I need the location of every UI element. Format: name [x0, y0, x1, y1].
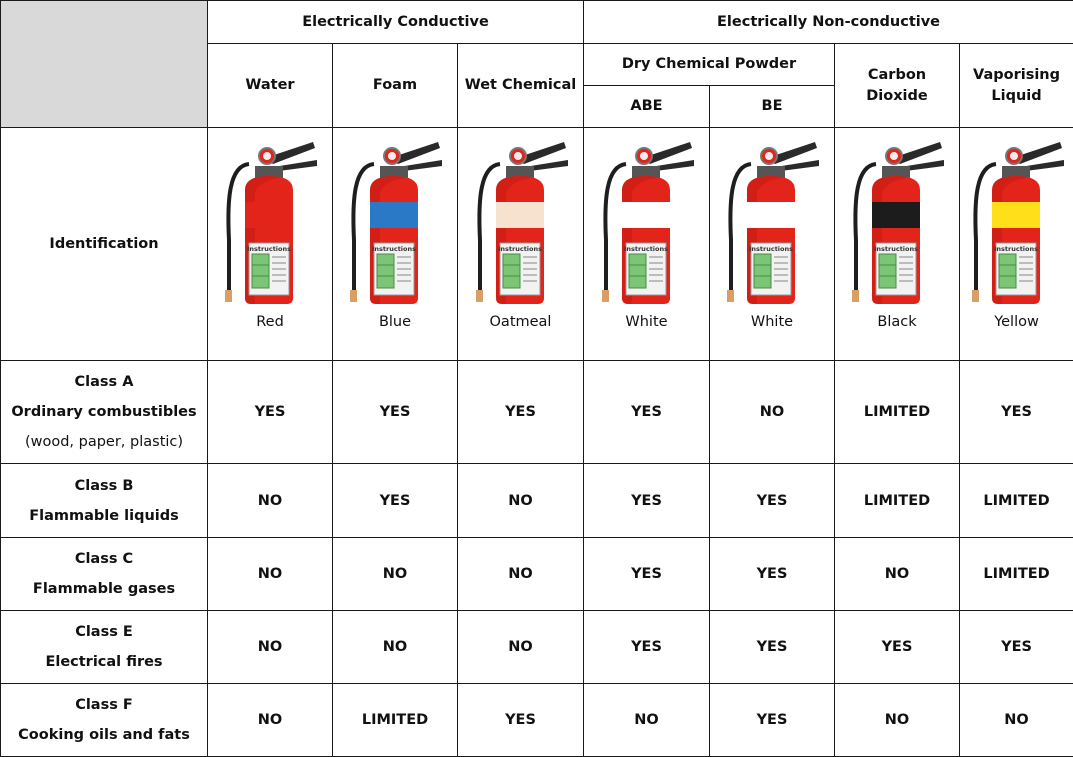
fire-class-line: Flammable gases [1, 574, 207, 604]
svg-text:Instructions: Instructions [994, 245, 1038, 253]
extinguisher-color-label: Oatmeal [458, 314, 583, 330]
svg-text:Instructions: Instructions [497, 245, 541, 253]
col-header-foam: Foam [333, 44, 458, 128]
extinguisher-color-label: Blue [333, 314, 457, 330]
suitability-cell: NO [208, 538, 333, 611]
suitability-cell: YES [960, 361, 1073, 464]
suitability-cell: YES [960, 611, 1073, 684]
fire-extinguisher-icon: Instructions [598, 140, 696, 308]
fire-class-line: Class B [1, 471, 207, 501]
fire-extinguisher-icon: Instructions [346, 140, 444, 308]
fire-extinguisher-icon: Instructions [723, 140, 821, 308]
fire-class-line: (wood, paper, plastic) [1, 427, 207, 457]
suitability-cell: YES [458, 361, 584, 464]
group-electrically-non-conductive: Electrically Non-conductive [584, 1, 1073, 44]
svg-text:Instructions: Instructions [372, 245, 416, 253]
suitability-cell: LIMITED [835, 464, 960, 538]
identification-label: Identification [1, 128, 208, 361]
suitability-cell: LIMITED [960, 538, 1073, 611]
suitability-cell: NO [208, 464, 333, 538]
suitability-cell: NO [835, 538, 960, 611]
identification-cell: Instructions Blue [333, 128, 458, 361]
fire-class-line: Class E [1, 617, 207, 647]
suitability-cell: YES [458, 684, 584, 757]
fire-class-line: Class C [1, 544, 207, 574]
suitability-cell: LIMITED [960, 464, 1073, 538]
suitability-cell: YES [333, 361, 458, 464]
identification-cell: Instructions Oatmeal [458, 128, 584, 361]
fire-class-line: Flammable liquids [1, 501, 207, 531]
col-header-wet-chemical: Wet Chemical [458, 44, 584, 128]
suitability-cell: LIMITED [333, 684, 458, 757]
suitability-cell: YES [710, 538, 835, 611]
suitability-cell: YES [208, 361, 333, 464]
fire-extinguisher-icon: Instructions [968, 140, 1066, 308]
suitability-cell: NO [208, 684, 333, 757]
suitability-cell: YES [584, 464, 710, 538]
suitability-cell: YES [710, 464, 835, 538]
suitability-cell: YES [584, 611, 710, 684]
suitability-cell: YES [835, 611, 960, 684]
extinguisher-color-label: Black [835, 314, 959, 330]
col-header-water: Water [208, 44, 333, 128]
col-header-be: BE [710, 86, 835, 128]
fire-class-line: Cooking oils and fats [1, 720, 207, 750]
suitability-cell: NO [458, 611, 584, 684]
col-header-abe: ABE [584, 86, 710, 128]
identification-cell: Instructions Black [835, 128, 960, 361]
suitability-cell: NO [584, 684, 710, 757]
svg-text:Instructions: Instructions [247, 245, 291, 253]
suitability-cell: YES [710, 684, 835, 757]
svg-text:Instructions: Instructions [749, 245, 793, 253]
fire-class-line: Class F [1, 690, 207, 720]
suitability-cell: YES [584, 361, 710, 464]
fire-class-line: Ordinary combustibles [1, 397, 207, 427]
fire-class-line: Electrical fires [1, 647, 207, 677]
suitability-cell: YES [710, 611, 835, 684]
identification-cell: Instructions Yellow [960, 128, 1073, 361]
suitability-cell: NO [835, 684, 960, 757]
suitability-cell: NO [710, 361, 835, 464]
identification-cell: Instructions White [710, 128, 835, 361]
identification-cell: Instructions Red [208, 128, 333, 361]
col-header-vaporising-liquid: Vaporising Liquid [960, 44, 1073, 128]
fire-extinguisher-icon: Instructions [472, 140, 570, 308]
group-electrically-conductive: Electrically Conductive [208, 1, 584, 44]
col-header-carbon-dioxide: Carbon Dioxide [835, 44, 960, 128]
subgroup-dry-chemical-powder: Dry Chemical Powder [584, 44, 835, 86]
suitability-cell: NO [208, 611, 333, 684]
extinguisher-color-label: White [710, 314, 834, 330]
suitability-cell: YES [333, 464, 458, 538]
suitability-cell: LIMITED [835, 361, 960, 464]
suitability-cell: NO [458, 464, 584, 538]
suitability-cell: NO [458, 538, 584, 611]
extinguisher-color-label: Red [208, 314, 332, 330]
extinguisher-color-label: White [584, 314, 709, 330]
suitability-cell: NO [333, 538, 458, 611]
svg-text:Instructions: Instructions [623, 245, 667, 253]
fire-extinguisher-icon: Instructions [221, 140, 319, 308]
fire-extinguisher-icon: Instructions [848, 140, 946, 308]
suitability-cell: NO [960, 684, 1073, 757]
svg-text:Instructions: Instructions [874, 245, 918, 253]
fire-class-line: Class A [1, 367, 207, 397]
header-corner [1, 1, 208, 128]
extinguisher-color-label: Yellow [960, 314, 1073, 330]
suitability-cell: NO [333, 611, 458, 684]
suitability-cell: YES [584, 538, 710, 611]
identification-cell: Instructions White [584, 128, 710, 361]
